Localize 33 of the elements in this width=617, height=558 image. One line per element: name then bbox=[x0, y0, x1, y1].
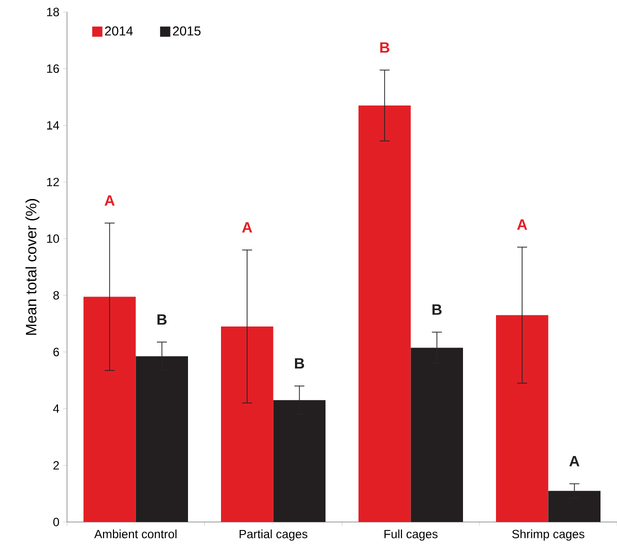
bar bbox=[136, 356, 188, 522]
annotation: B bbox=[380, 42, 390, 53]
x-tick-label: Partial cages bbox=[240, 530, 308, 541]
y-tick-label: 2 bbox=[53, 461, 59, 470]
annotation: A bbox=[104, 195, 115, 206]
annotation: A bbox=[242, 222, 252, 233]
y-axis-title: Mean total cover (%) bbox=[25, 199, 40, 335]
y-tick-label: 16 bbox=[47, 64, 59, 73]
y-tick-label: 12 bbox=[47, 178, 59, 186]
bar bbox=[410, 348, 463, 522]
x-tick-label: Ambient control bbox=[94, 530, 176, 538]
y-tick-label: 8 bbox=[53, 291, 59, 300]
x-tick-label: Full cages bbox=[384, 530, 438, 541]
annotation: B bbox=[157, 314, 167, 325]
x-tick-label: Shrimp cages bbox=[512, 530, 584, 541]
annotation: A bbox=[517, 219, 528, 230]
bar bbox=[548, 490, 600, 522]
bar bbox=[496, 315, 548, 522]
bar bbox=[84, 296, 136, 522]
bar bbox=[273, 400, 326, 522]
legend-label: 2015 bbox=[172, 26, 201, 36]
y-tick-label: 0 bbox=[53, 518, 60, 526]
y-tick-label: 6 bbox=[53, 348, 59, 356]
annotation: B bbox=[294, 358, 304, 369]
y-tick-label: 14 bbox=[47, 121, 60, 130]
bar bbox=[358, 105, 411, 522]
y-tick-label: 4 bbox=[53, 404, 60, 413]
annotation: A bbox=[569, 456, 580, 466]
bar bbox=[221, 326, 274, 522]
legend-label: 2014 bbox=[105, 26, 133, 36]
y-tick-label: 10 bbox=[47, 234, 60, 243]
y-tick-label: 18 bbox=[47, 8, 59, 16]
annotation: B bbox=[432, 304, 442, 315]
